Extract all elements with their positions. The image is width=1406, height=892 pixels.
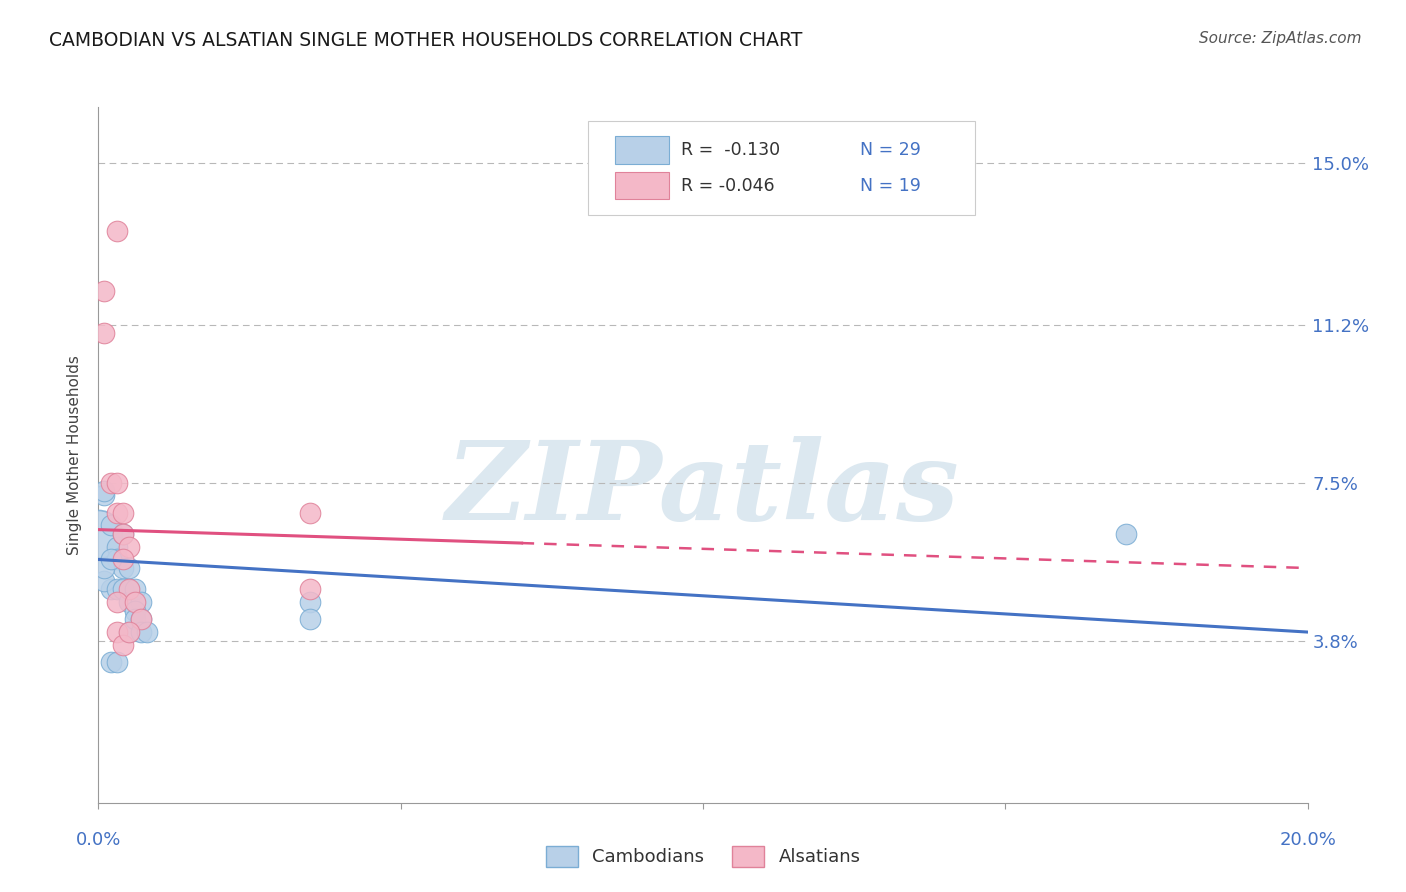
Point	[299, 612, 322, 626]
Point	[118, 561, 141, 575]
FancyBboxPatch shape	[614, 171, 669, 200]
Point	[93, 488, 115, 502]
Point	[118, 582, 141, 597]
Point	[100, 475, 122, 490]
Point	[105, 475, 128, 490]
Point	[93, 574, 115, 588]
Text: Source: ZipAtlas.com: Source: ZipAtlas.com	[1198, 31, 1361, 46]
FancyBboxPatch shape	[588, 121, 976, 215]
FancyBboxPatch shape	[614, 136, 669, 164]
Text: N = 29: N = 29	[860, 141, 921, 160]
Point	[129, 625, 152, 640]
Point	[299, 506, 322, 520]
Legend: Cambodians, Alsatians: Cambodians, Alsatians	[538, 838, 868, 874]
Point	[124, 595, 146, 609]
Point	[129, 595, 152, 609]
Point	[111, 582, 134, 597]
Point	[118, 625, 141, 640]
Point	[129, 612, 152, 626]
Point	[124, 604, 146, 618]
Point	[105, 224, 128, 238]
Text: R = -0.046: R = -0.046	[682, 177, 775, 194]
Point	[111, 527, 134, 541]
Text: 0.0%: 0.0%	[76, 830, 121, 848]
Point	[100, 552, 122, 566]
Text: CAMBODIAN VS ALSATIAN SINGLE MOTHER HOUSEHOLDS CORRELATION CHART: CAMBODIAN VS ALSATIAN SINGLE MOTHER HOUS…	[49, 31, 803, 50]
Point	[1115, 527, 1137, 541]
Text: N = 19: N = 19	[860, 177, 921, 194]
Point	[93, 561, 115, 575]
Point	[93, 484, 115, 499]
Point	[118, 625, 141, 640]
Point	[111, 527, 134, 541]
Point	[105, 540, 128, 554]
Point	[87, 527, 110, 541]
Point	[111, 506, 134, 520]
Point	[105, 595, 128, 609]
Point	[299, 582, 322, 597]
Point	[111, 638, 134, 652]
Text: 20.0%: 20.0%	[1279, 830, 1336, 848]
Point	[111, 552, 134, 566]
Point	[100, 582, 122, 597]
Point	[105, 506, 128, 520]
Point	[111, 561, 134, 575]
Point	[105, 552, 128, 566]
Point	[118, 582, 141, 597]
Point	[100, 518, 122, 533]
Point	[118, 540, 141, 554]
Point	[105, 582, 128, 597]
Point	[118, 595, 141, 609]
Text: ZIPatlas: ZIPatlas	[446, 436, 960, 543]
Y-axis label: Single Mother Households: Single Mother Households	[67, 355, 83, 555]
Point	[299, 595, 322, 609]
Text: R =  -0.130: R = -0.130	[682, 141, 780, 160]
Point	[135, 625, 157, 640]
Point	[105, 625, 128, 640]
Point	[93, 326, 115, 341]
Point	[124, 612, 146, 626]
Point	[105, 655, 128, 669]
Point	[100, 655, 122, 669]
Point	[93, 284, 115, 298]
Point	[124, 582, 146, 597]
Point	[129, 612, 152, 626]
